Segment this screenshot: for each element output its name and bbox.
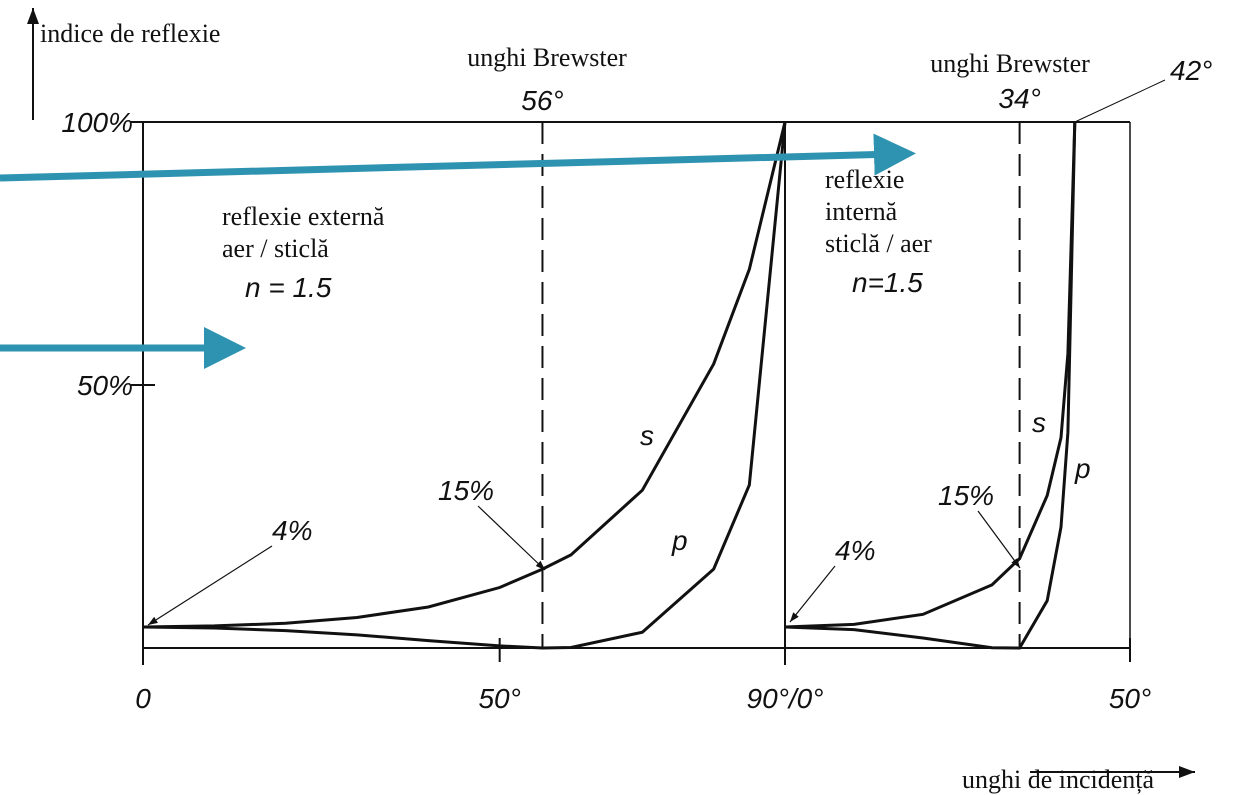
panel-title: internă: [825, 197, 898, 226]
annotation-leader: [977, 510, 1021, 569]
x-tick-label: 50°: [1109, 683, 1151, 714]
panel-title: n = 1.5: [245, 272, 332, 303]
annotation: 15%: [438, 475, 494, 506]
critical-leader: [1074, 79, 1166, 123]
annotation: 4%: [835, 535, 875, 566]
overlay-arrow: [0, 133, 916, 182]
annotation-leader: [789, 565, 836, 623]
annotation: 15%: [938, 480, 994, 511]
panel-title: n=1.5: [852, 267, 923, 298]
curve-label: p: [671, 525, 688, 556]
brewster-text: unghi Brewster: [467, 43, 627, 72]
critical-angle: 42°: [1170, 55, 1212, 86]
panel-title: aer / sticlă: [222, 234, 329, 263]
brewster-text: unghi Brewster: [930, 49, 1090, 78]
brewster-angle: 34°: [998, 83, 1040, 114]
curve-label: s: [640, 420, 654, 451]
curve: [142, 121, 787, 650]
panel-title: reflexie externă: [222, 202, 385, 231]
annotation-leader: [147, 545, 273, 626]
curve: [142, 121, 787, 629]
x-tick-label: 50°: [478, 683, 520, 714]
y-tick-label: 50%: [77, 370, 133, 401]
y-axis-label: indice de reflexie: [40, 19, 220, 48]
panel-title: reflexie: [825, 165, 904, 194]
x-axis-label: unghi de incidență: [962, 765, 1155, 794]
brewster-angle: 56°: [521, 85, 563, 116]
annotation: 4%: [272, 515, 312, 546]
curve-label: p: [1074, 453, 1091, 484]
y-tick-label: 100%: [61, 107, 133, 138]
curve-label: s: [1032, 407, 1046, 438]
annotation-leader: [477, 505, 546, 571]
x-tick-label: 90°/0°: [747, 683, 824, 714]
x-tick-label: 0: [135, 683, 151, 714]
curve: [784, 121, 1077, 650]
panel-title: sticlă / aer: [825, 229, 932, 258]
